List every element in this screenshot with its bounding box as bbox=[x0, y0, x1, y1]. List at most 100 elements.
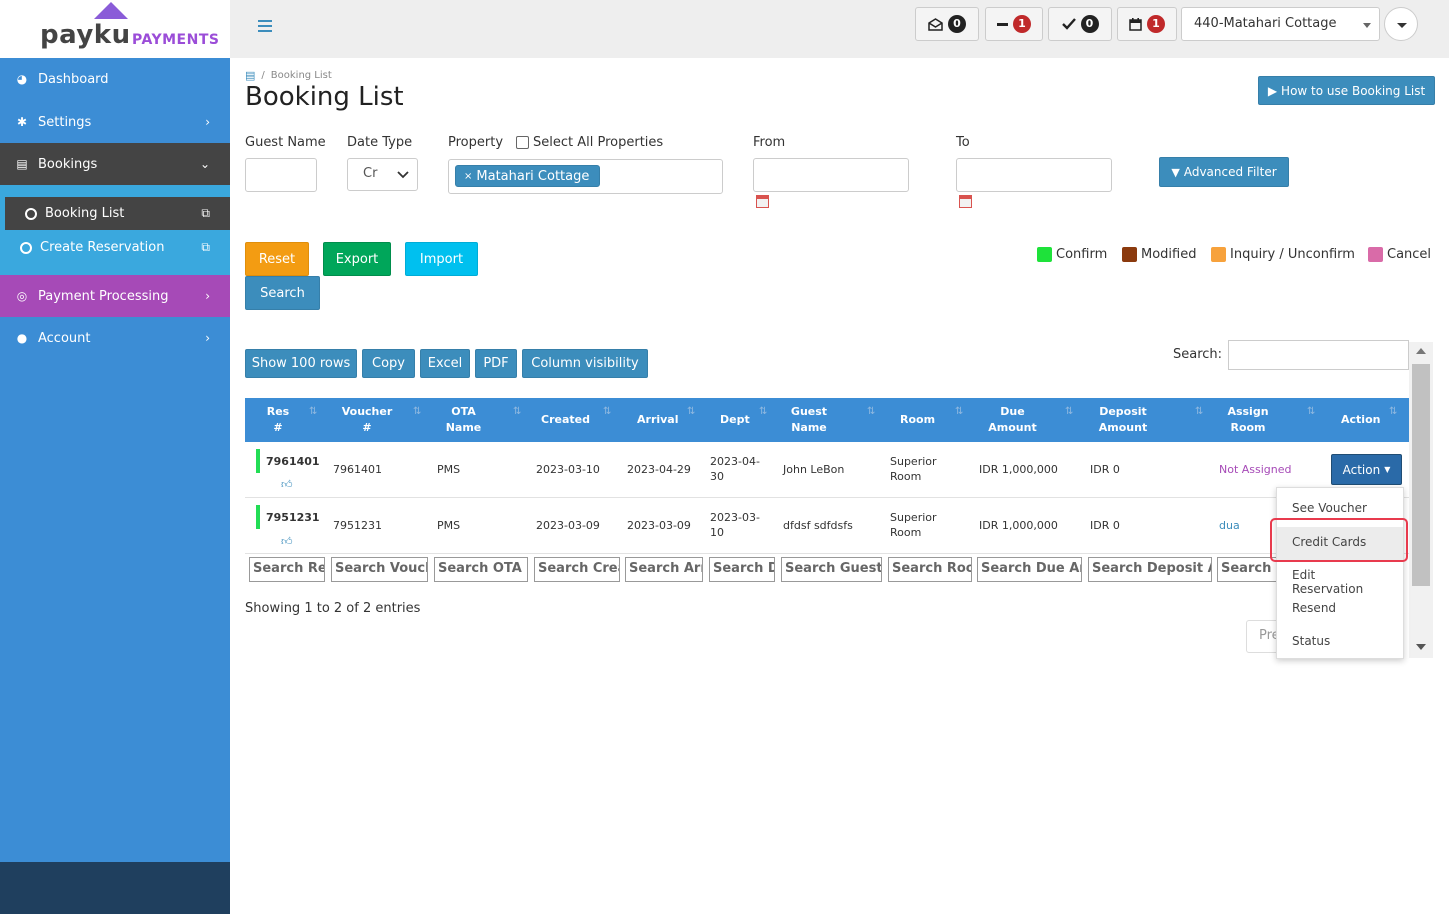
deposit-amount: IDR 0 bbox=[1090, 519, 1120, 532]
messages-button[interactable]: 0 bbox=[915, 7, 979, 41]
deposit-amount: IDR 0 bbox=[1090, 463, 1120, 476]
column-search-input[interactable]: Search Roo bbox=[888, 557, 972, 582]
column-search-input[interactable]: Search Deposit Am bbox=[1088, 557, 1212, 582]
guest-name-label: Guest Name bbox=[245, 135, 326, 150]
property-multiselect[interactable]: × Matahari Cottage bbox=[448, 159, 723, 194]
th-deposit[interactable]: Deposit Amount bbox=[1098, 405, 1148, 434]
menu-item-edit-reservation[interactable]: Edit Reservation bbox=[1292, 568, 1364, 596]
menu-item-see-voucher[interactable]: See Voucher bbox=[1292, 501, 1367, 515]
column-search-input[interactable]: Search Guest N bbox=[781, 557, 882, 582]
to-date-input[interactable] bbox=[956, 158, 1112, 192]
th-voucher[interactable]: Voucher # bbox=[341, 405, 393, 434]
help-video-button[interactable]: ▶ How to use Booking List bbox=[1258, 76, 1435, 105]
column-search-input[interactable]: Search Due Am bbox=[977, 557, 1082, 582]
search-button[interactable]: Search bbox=[245, 276, 320, 310]
legend-modified: Modified bbox=[1122, 247, 1196, 262]
th-res[interactable]: Res # bbox=[266, 405, 290, 434]
sidebar-item-create-reservation[interactable]: Create Reservation ⧉ bbox=[0, 231, 230, 264]
sidebar-item-bookings[interactable]: ▤ Bookings ⌄ bbox=[0, 143, 230, 185]
res-number[interactable]: 7961401 bbox=[266, 455, 320, 468]
sidebar-item-dashboard[interactable]: ◕ Dashboard bbox=[0, 58, 230, 100]
thumbs-up-icon[interactable]: 👍︎ bbox=[281, 535, 293, 548]
sort-icon[interactable]: ⇅ bbox=[513, 406, 522, 417]
menu-item-status[interactable]: Status bbox=[1292, 634, 1331, 648]
column-search-input[interactable]: Search Crea bbox=[534, 557, 620, 582]
th-dept[interactable]: Dept bbox=[720, 413, 750, 426]
sort-icon[interactable]: ⇅ bbox=[1065, 406, 1074, 417]
sort-icon[interactable]: ⇅ bbox=[603, 406, 612, 417]
scrollbar-thumb[interactable] bbox=[1412, 364, 1430, 586]
calendar-icon[interactable] bbox=[756, 195, 769, 208]
sort-icon[interactable]: ⇅ bbox=[955, 406, 964, 417]
column-search-input[interactable]: Search Re bbox=[249, 557, 325, 582]
page-title: Booking List bbox=[245, 82, 404, 112]
date-type-select[interactable]: Cr bbox=[347, 158, 418, 191]
brand-logo[interactable]: payku PAYMENTS bbox=[0, 0, 230, 58]
menu-item-credit-cards[interactable]: Credit Cards bbox=[1277, 527, 1403, 560]
sort-icon[interactable]: ⇅ bbox=[1389, 406, 1398, 417]
guest-name-input[interactable] bbox=[245, 158, 317, 192]
legend-label: Cancel bbox=[1387, 247, 1432, 262]
menu-item-resend[interactable]: Resend bbox=[1292, 601, 1337, 615]
th-due[interactable]: Due Amount bbox=[988, 405, 1037, 434]
advanced-filter-button[interactable]: ▼ Advanced Filter bbox=[1159, 157, 1289, 187]
circle-icon bbox=[25, 207, 37, 220]
show-rows-button[interactable]: Show 100 rows bbox=[245, 349, 357, 378]
column-search-input[interactable]: Search A bbox=[1217, 557, 1277, 582]
menu-toggle-icon[interactable] bbox=[258, 20, 272, 34]
th-arrival[interactable]: Arrival bbox=[637, 413, 679, 426]
thumbs-up-icon[interactable]: 👍︎ bbox=[281, 478, 293, 491]
action-dropdown-button[interactable]: Action ▼ bbox=[1331, 454, 1402, 485]
column-visibility-button[interactable]: Column visibility bbox=[522, 349, 648, 378]
copy-button[interactable]: Copy bbox=[362, 349, 415, 378]
th-guest[interactable]: Guest Name bbox=[790, 405, 828, 434]
sort-icon[interactable]: ⇅ bbox=[309, 406, 318, 417]
select-all-checkbox[interactable] bbox=[516, 136, 529, 149]
calendar-button[interactable]: 1 bbox=[1117, 7, 1177, 41]
th-created[interactable]: Created bbox=[541, 413, 590, 426]
scroll-down-icon[interactable] bbox=[1416, 644, 1426, 650]
column-search-input[interactable]: Search Vouch bbox=[331, 557, 428, 582]
sort-icon[interactable]: ⇅ bbox=[759, 406, 768, 417]
from-date-input[interactable] bbox=[753, 158, 909, 192]
assign-room-link[interactable]: dua bbox=[1219, 519, 1240, 532]
sort-icon[interactable]: ⇅ bbox=[867, 406, 876, 417]
booking-card-icon[interactable]: ▤ bbox=[245, 69, 256, 82]
sort-icon[interactable]: ⇅ bbox=[1195, 406, 1204, 417]
reset-button[interactable]: Reset bbox=[245, 242, 309, 276]
user-menu-button[interactable] bbox=[1384, 7, 1418, 41]
sidebar-item-payment-processing[interactable]: ◎ Payment Processing › bbox=[0, 275, 230, 317]
legend-label: Modified bbox=[1141, 247, 1197, 262]
user-icon: ● bbox=[16, 331, 28, 345]
chevron-right-icon: › bbox=[205, 331, 210, 345]
pending-button[interactable]: 1 bbox=[985, 7, 1043, 41]
scroll-up-icon[interactable] bbox=[1416, 348, 1426, 354]
table-info: Showing 1 to 2 of 2 entries bbox=[245, 601, 421, 616]
remove-tag-icon[interactable]: × bbox=[464, 170, 473, 182]
import-button[interactable]: Import bbox=[405, 242, 478, 276]
sort-icon[interactable]: ⇅ bbox=[413, 406, 422, 417]
confirmed-button[interactable]: 0 bbox=[1048, 7, 1112, 41]
column-search-input[interactable]: Search OTA N bbox=[434, 557, 528, 582]
th-action[interactable]: Action bbox=[1341, 413, 1381, 426]
th-ota[interactable]: OTA Name bbox=[445, 405, 482, 434]
calendar-icon[interactable] bbox=[959, 195, 972, 208]
table-search-input[interactable] bbox=[1228, 340, 1409, 370]
pdf-button[interactable]: PDF bbox=[475, 349, 517, 378]
column-search-input[interactable]: Search Arr bbox=[625, 557, 703, 582]
assign-room-link[interactable]: Not Assigned bbox=[1219, 463, 1292, 476]
th-assign[interactable]: Assign Room bbox=[1227, 405, 1269, 434]
column-search-input[interactable]: Search D bbox=[709, 557, 775, 582]
excel-button[interactable]: Excel bbox=[420, 349, 470, 378]
logo-triangle-icon bbox=[94, 2, 128, 19]
sort-icon[interactable]: ⇅ bbox=[1307, 406, 1316, 417]
sort-icon[interactable]: ⇅ bbox=[687, 406, 696, 417]
export-button[interactable]: Export bbox=[323, 242, 391, 276]
th-room[interactable]: Room bbox=[900, 413, 936, 426]
sidebar-item-label: Booking List bbox=[45, 206, 125, 221]
res-number[interactable]: 7951231 bbox=[266, 511, 320, 524]
sidebar-item-settings[interactable]: ✱ Settings › bbox=[0, 101, 230, 143]
property-select[interactable]: 440-Matahari Cottage bbox=[1181, 7, 1380, 41]
sidebar-item-booking-list[interactable]: Booking List ⧉ bbox=[5, 197, 230, 230]
sidebar-item-account[interactable]: ● Account › bbox=[0, 317, 230, 359]
